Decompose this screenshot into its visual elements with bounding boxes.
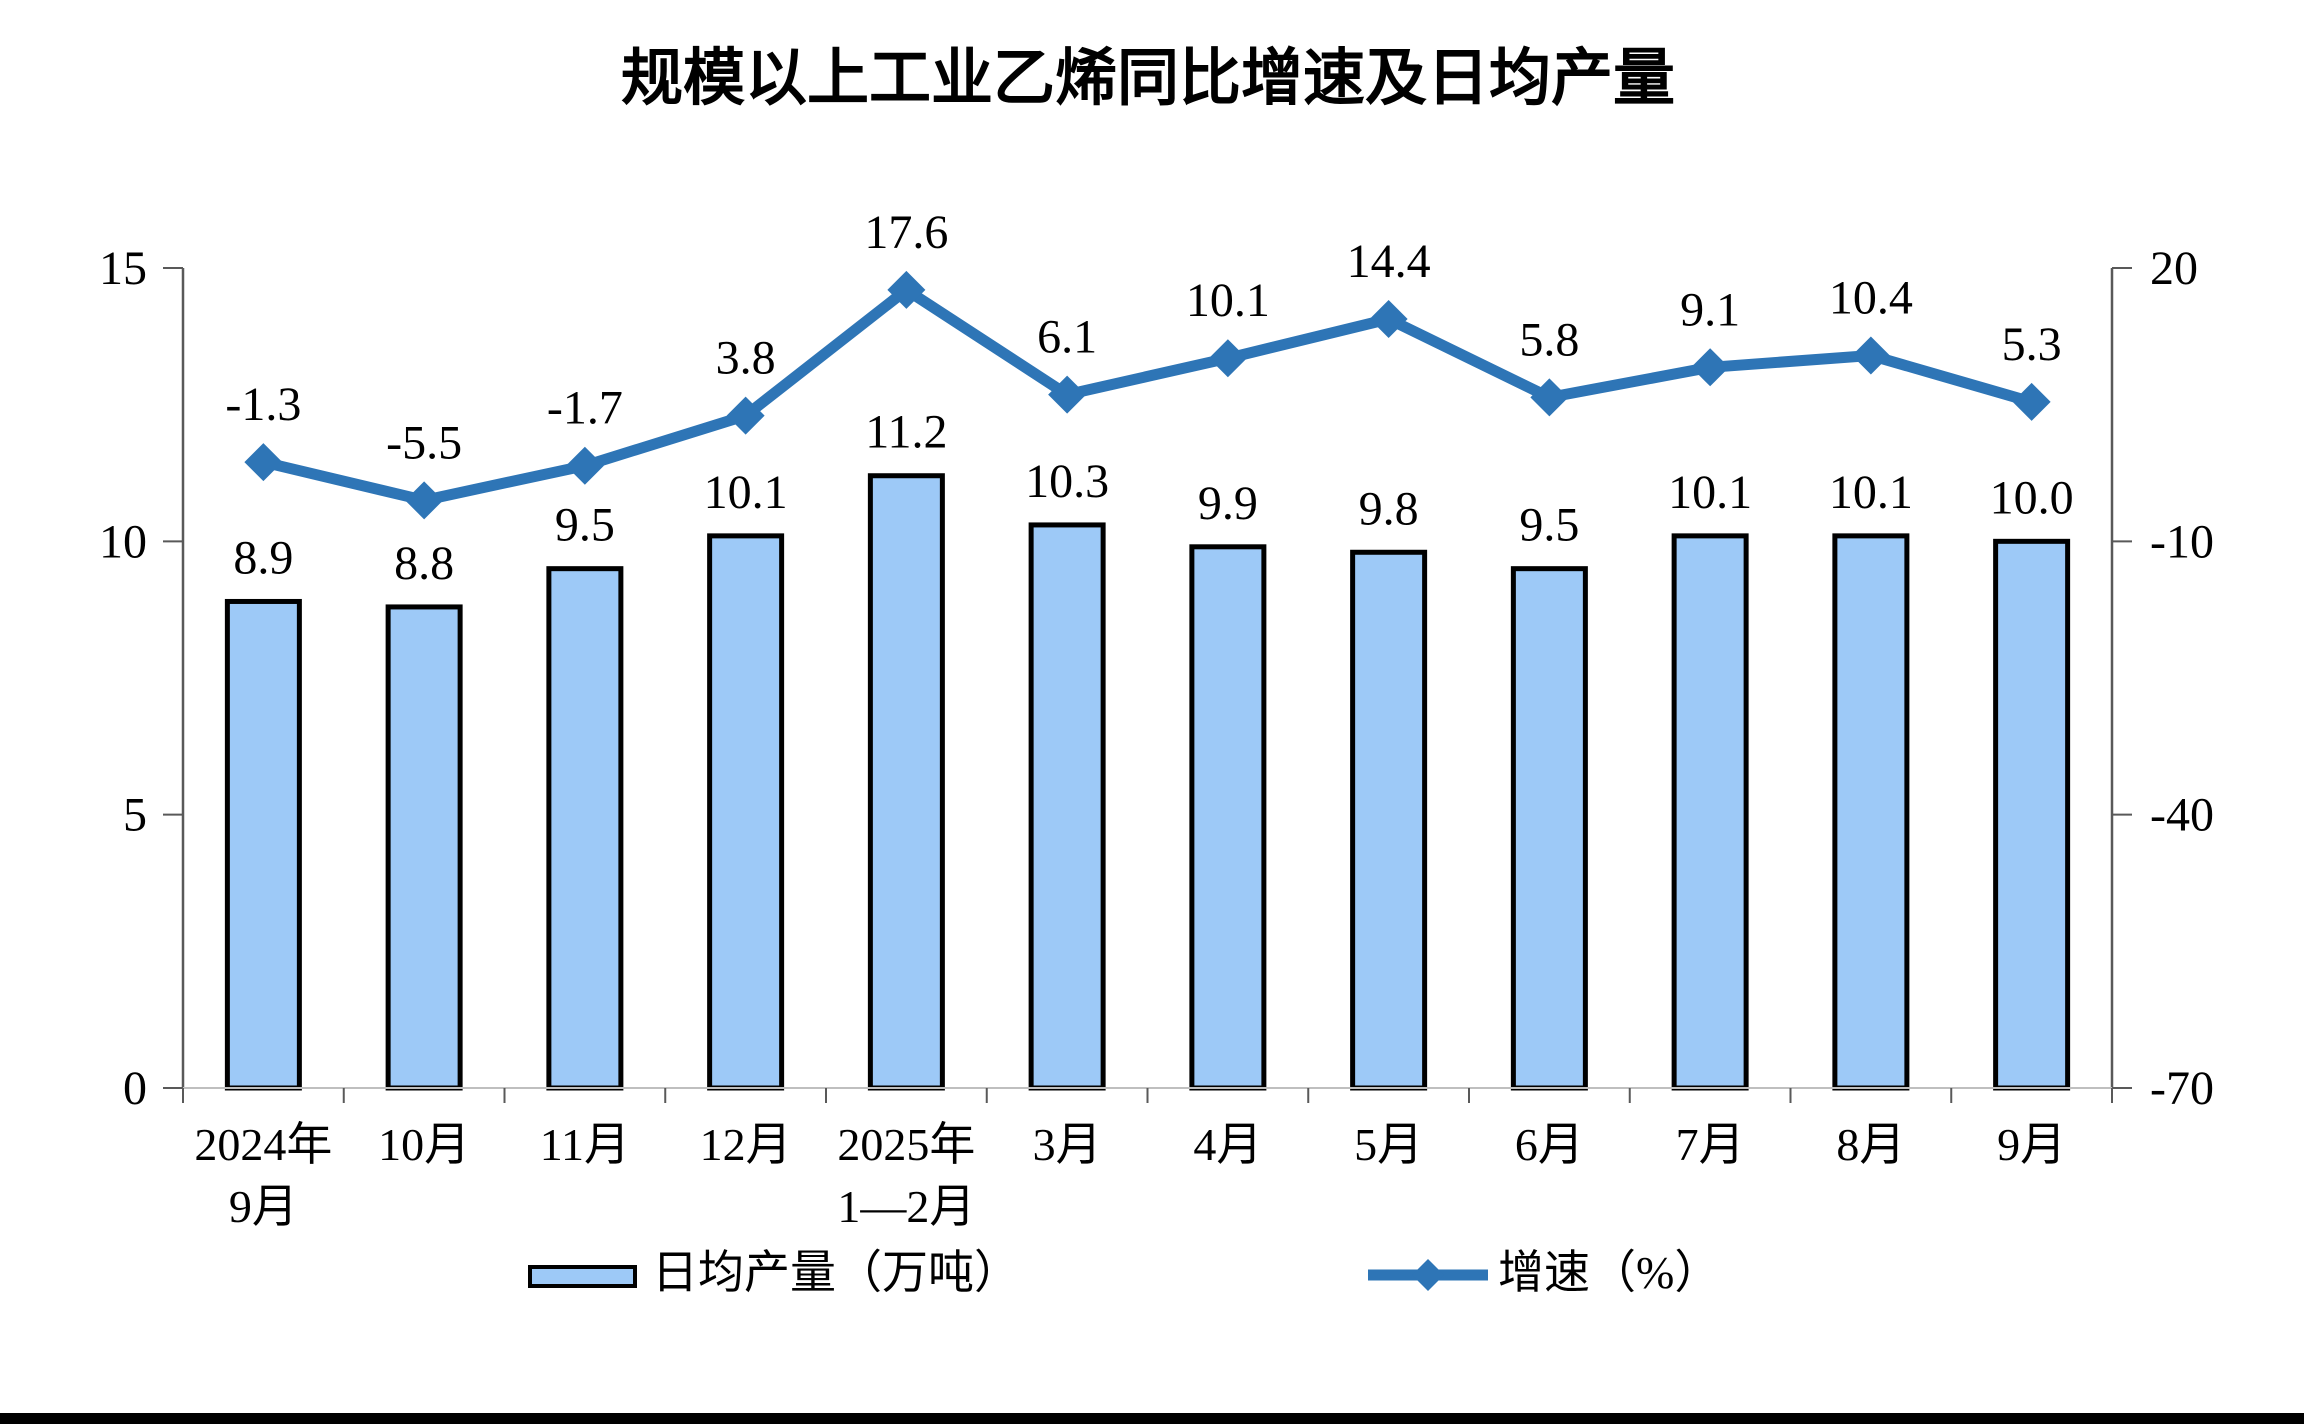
bar-8 (1510, 566, 1588, 1091)
line-value-label-9: 9.1 (1680, 283, 1740, 336)
left-axis-tick-label-2: 5 (123, 789, 147, 842)
chart-title: 规模以上工业乙烯同比增速及日均产量 (620, 45, 1675, 113)
right-axis-tick-label-3: -70 (2150, 1062, 2214, 1115)
left-axis-tick-label-3: 0 (123, 1062, 147, 1115)
line-marker-diamond-11 (2012, 382, 2051, 421)
x-category-label-11: 9月 (1997, 1119, 2066, 1170)
bar-value-label-3: 10.1 (704, 466, 788, 519)
x-category-label-3: 12月 (700, 1119, 792, 1170)
legend-line-marker-icon (1368, 1259, 1488, 1291)
line-value-label-0: -1.3 (225, 378, 301, 431)
bar-value-label-0: 8.9 (233, 531, 293, 584)
bottom-border-bar (0, 1413, 2304, 1424)
line-marker-diamond-10 (1851, 336, 1890, 375)
bar-6 (1189, 544, 1267, 1091)
bar-value-label-10: 10.1 (1829, 466, 1913, 519)
line-marker-diamond-8 (1530, 378, 1569, 417)
bar-7 (1350, 549, 1428, 1091)
bar-value-label-5: 10.3 (1025, 455, 1109, 508)
bar-0 (224, 598, 302, 1091)
x-category-label-5: 3月 (1033, 1119, 1102, 1170)
line-value-label-2: -1.7 (547, 382, 623, 435)
bar-9 (1671, 533, 1749, 1091)
x-category-label-4: 2025年 (837, 1119, 975, 1170)
bar-value-label-6: 9.9 (1198, 477, 1258, 530)
right-axis-tick-label-0: 20 (2150, 242, 2198, 295)
line-value-label-3: 3.8 (716, 332, 776, 385)
line-marker-diamond-4 (887, 270, 926, 309)
bar-5 (1028, 522, 1106, 1091)
x-category-label-4-line2: 1—2月 (837, 1181, 975, 1232)
legend-line-label: 增速（%） (1498, 1247, 1721, 1298)
bar-value-label-7: 9.8 (1359, 482, 1419, 535)
x-category-label-2: 11月 (540, 1119, 630, 1170)
x-category-label-6: 4月 (1193, 1119, 1262, 1170)
x-category-label-7: 5月 (1354, 1119, 1423, 1170)
right-axis-tick-label-2: -40 (2150, 789, 2214, 842)
line-value-label-4: 17.6 (864, 206, 948, 259)
legend-bar-label: 日均产量（万吨） (652, 1247, 1020, 1298)
line-value-label-8: 5.8 (1519, 313, 1579, 366)
line-value-label-7: 14.4 (1347, 235, 1431, 288)
right-axis-tick-label-1: -10 (2150, 515, 2214, 568)
bar-1 (385, 604, 463, 1091)
line-value-label-6: 10.1 (1186, 274, 1270, 327)
bar-value-label-9: 10.1 (1668, 466, 1752, 519)
bar-10 (1832, 533, 1910, 1091)
line-marker-diamond-3 (726, 396, 765, 435)
x-category-label-0: 2024年 (194, 1119, 332, 1170)
bar-value-label-8: 9.5 (1519, 499, 1579, 552)
line-value-label-5: 6.1 (1037, 311, 1097, 364)
x-category-label-10: 8月 (1836, 1119, 1905, 1170)
x-category-label-9: 7月 (1676, 1119, 1745, 1170)
left-axis-tick-label-1: 10 (99, 515, 147, 568)
line-marker-diamond-5 (1048, 375, 1087, 414)
x-category-label-0-line2: 9月 (229, 1181, 298, 1232)
growth-line (257, 284, 2038, 506)
x-category-label-1: 10月 (378, 1119, 470, 1170)
x-category-label-8: 6月 (1515, 1119, 1584, 1170)
line-marker-diamond-0 (244, 443, 283, 482)
bar-3 (707, 533, 785, 1091)
legend-bar-swatch-icon (528, 1265, 637, 1288)
line-value-label-1: -5.5 (386, 416, 462, 469)
bar-value-label-4: 11.2 (865, 406, 947, 459)
bar-2 (546, 566, 624, 1091)
bar-4 (867, 473, 945, 1091)
line-value-label-10: 10.4 (1829, 271, 1913, 324)
bar-value-label-1: 8.8 (394, 537, 454, 590)
bar-value-label-2: 9.5 (555, 499, 615, 552)
left-axis-tick-label-0: 15 (99, 242, 147, 295)
line-value-label-11: 5.3 (2002, 318, 2062, 371)
bar-11 (1993, 538, 2071, 1091)
line-marker-diamond-6 (1208, 339, 1247, 378)
line-marker-diamond-9 (1691, 348, 1730, 387)
bar-value-label-11: 10.0 (1990, 471, 2074, 524)
line-marker-diamond-2 (565, 446, 604, 485)
line-marker-diamond-7 (1369, 300, 1408, 339)
line-marker-diamond-1 (405, 481, 444, 520)
